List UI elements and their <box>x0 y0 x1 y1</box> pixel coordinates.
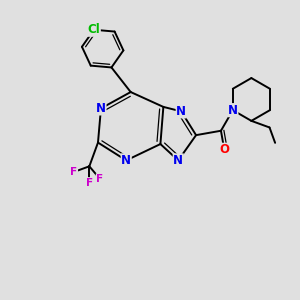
Text: Cl: Cl <box>88 23 100 36</box>
Text: F: F <box>86 178 93 188</box>
Text: N: N <box>96 102 106 115</box>
Text: N: N <box>228 104 238 117</box>
Text: F: F <box>96 174 103 184</box>
Text: N: N <box>121 154 131 167</box>
Text: F: F <box>70 167 77 177</box>
Text: N: N <box>176 105 186 118</box>
Text: O: O <box>219 143 229 156</box>
Text: N: N <box>173 154 183 167</box>
